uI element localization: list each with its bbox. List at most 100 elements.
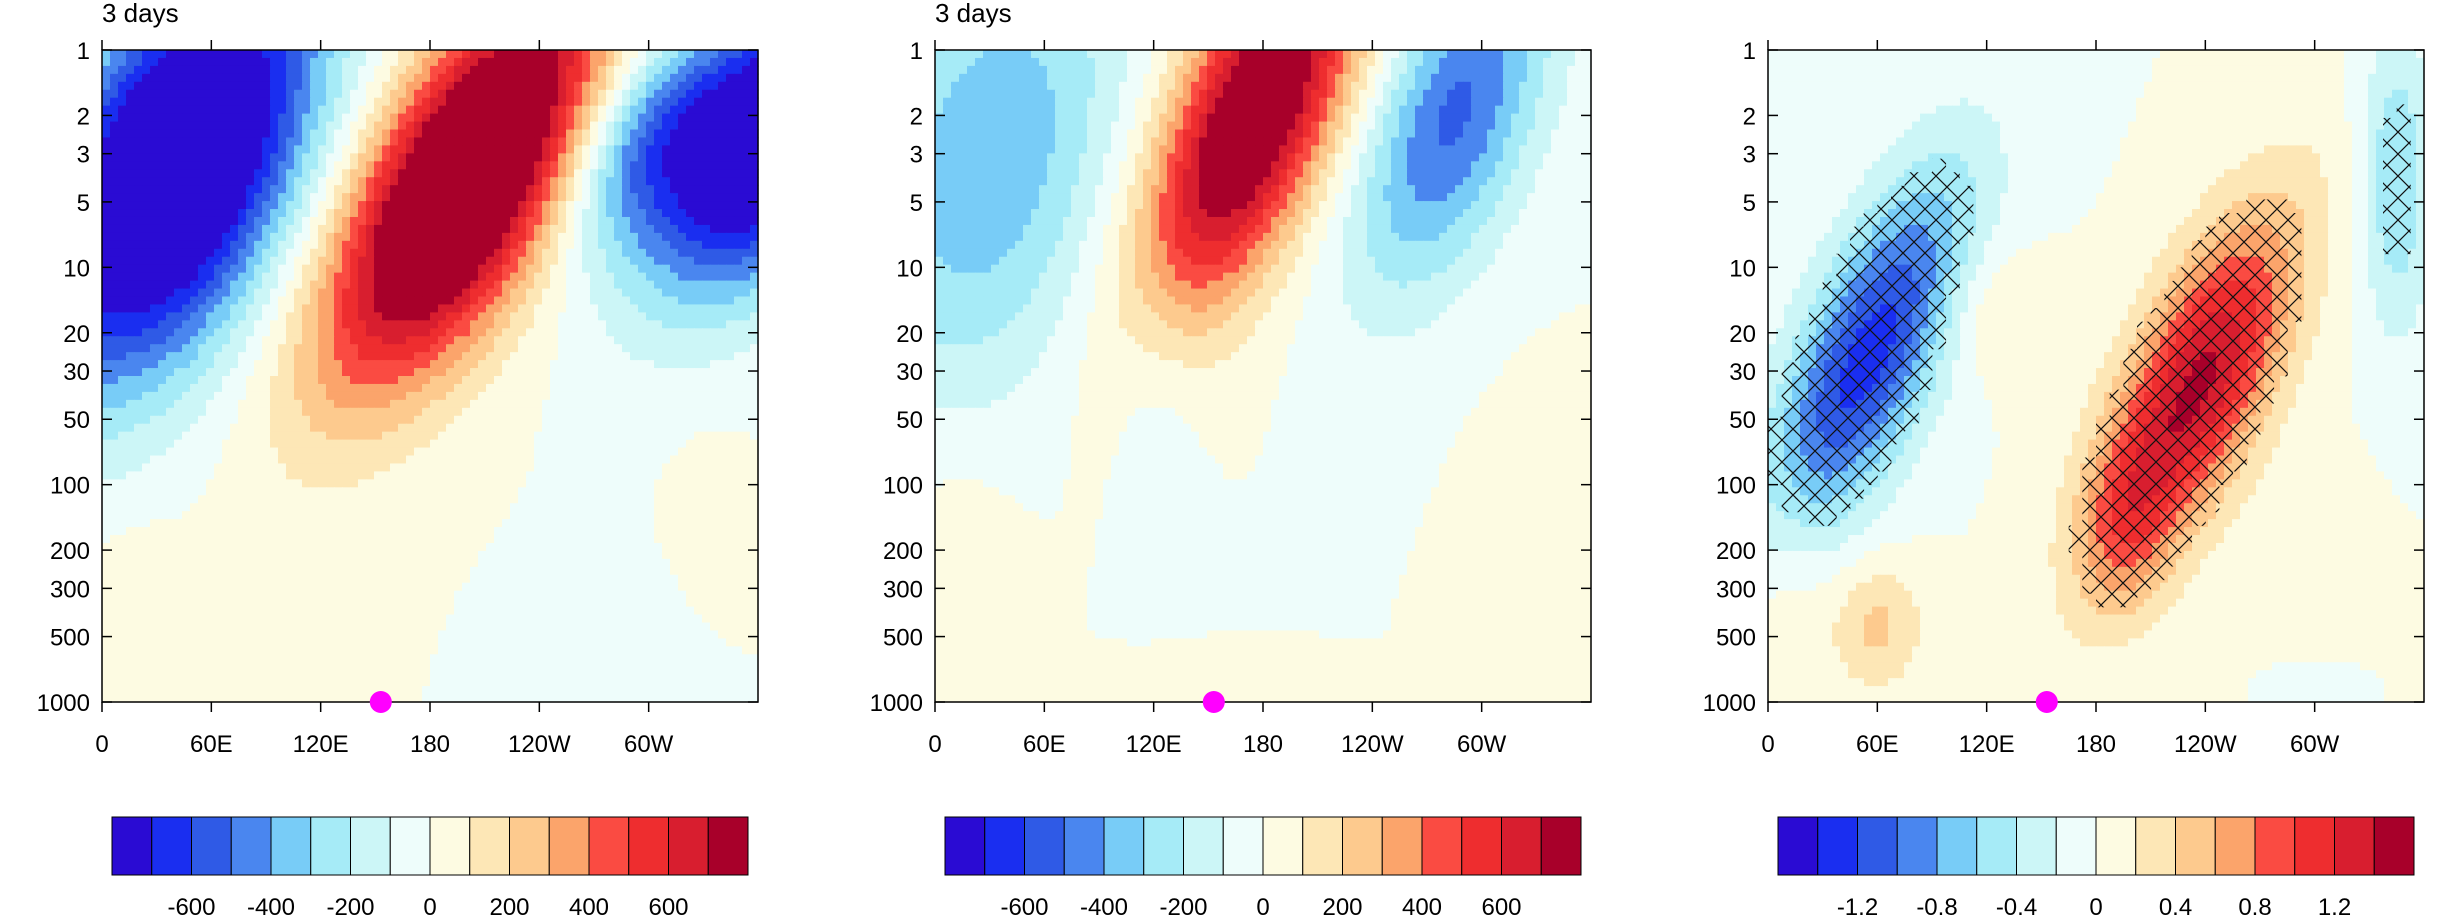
x-tick-label: 120W	[1341, 731, 1404, 758]
colorbar: -1.2 -0.8 -0.4 0 0.4 0.8 1.2	[1778, 817, 2414, 917]
x-tick-label: 120E	[1959, 731, 2015, 758]
colorbar-swatch	[549, 817, 589, 875]
colorbar-swatch	[1343, 817, 1383, 875]
location-marker	[1203, 691, 1225, 713]
y-tick-label: 500	[883, 625, 923, 652]
x-tick-label: 60E	[1856, 731, 1899, 758]
colorbar-label: 0	[1256, 894, 1269, 917]
colorbar-swatch	[2056, 817, 2096, 875]
colorbar-swatch	[1422, 817, 1462, 875]
x-tick-label: 60E	[190, 731, 233, 758]
colorbar: -600 -400 -200 0 200 400 600	[945, 817, 1581, 917]
colorbar-label: -600	[1000, 894, 1048, 917]
colorbar-swatch	[1025, 817, 1065, 875]
colorbar-swatch	[2176, 817, 2216, 875]
colorbar-label: -200	[1159, 894, 1207, 917]
colorbar-label: 400	[1402, 894, 1442, 917]
colorbar-swatch	[1462, 817, 1502, 875]
colorbar-swatch	[2295, 817, 2335, 875]
x-tick-label: 0	[1761, 731, 1774, 758]
colorbar-swatch	[112, 817, 152, 875]
colorbar-swatch	[1223, 817, 1263, 875]
colorbar-label: 200	[489, 894, 529, 917]
colorbar-swatch	[152, 817, 192, 875]
colorbar-swatch	[629, 817, 669, 875]
colorbar-swatch	[1937, 817, 1977, 875]
y-tick-label: 10	[63, 255, 90, 282]
y-tick-label: 50	[896, 407, 923, 434]
y-tick-label: 1	[910, 38, 923, 65]
colorbar-swatch	[1184, 817, 1224, 875]
colorbar-swatch	[589, 817, 629, 875]
colorbar-swatch	[311, 817, 351, 875]
y-tick-label: 50	[1729, 407, 1756, 434]
colorbar-label: 400	[569, 894, 609, 917]
y-tick-label: 300	[883, 576, 923, 603]
x-tick-label: 120W	[508, 731, 571, 758]
colorbar-swatch	[351, 817, 391, 875]
x-tick-label: 180	[410, 731, 450, 758]
y-tick-label: 1	[1743, 38, 1756, 65]
y-tick-label: 200	[883, 538, 923, 565]
y-tick-label: 3	[910, 142, 923, 169]
y-tick-label: 20	[1729, 321, 1756, 348]
colorbar: -600 -400 -200 0 200 400 600	[112, 817, 748, 917]
y-tick-label: 10	[896, 255, 923, 282]
colorbar-label: 1.2	[2318, 894, 2351, 917]
colorbar-swatch	[2017, 817, 2057, 875]
y-tick-label: 5	[1743, 190, 1756, 217]
colorbar-label: 0	[2089, 894, 2102, 917]
colorbar-swatch	[1977, 817, 2017, 875]
colorbar-label: -400	[247, 894, 295, 917]
y-tick-label: 500	[1716, 625, 1756, 652]
y-tick-label: 100	[1716, 473, 1756, 500]
y-tick-label: 1000	[870, 690, 923, 717]
y-tick-label: 200	[1716, 538, 1756, 565]
colorbar-swatch	[1104, 817, 1144, 875]
x-tick-label: 180	[2076, 731, 2116, 758]
y-tick-label: 30	[896, 359, 923, 386]
colorbar-swatch	[430, 817, 470, 875]
field-cells	[102, 50, 759, 703]
colorbar-swatch	[271, 817, 311, 875]
colorbar-swatch	[985, 817, 1025, 875]
colorbar-label: 600	[648, 894, 688, 917]
y-tick-label: 1000	[37, 690, 90, 717]
colorbar-label: 0.4	[2159, 894, 2192, 917]
colorbar-swatch	[2374, 817, 2414, 875]
colorbar-swatch	[390, 817, 430, 875]
x-tick-label: 120E	[1126, 731, 1182, 758]
colorbar-swatch	[945, 817, 985, 875]
location-marker	[2036, 691, 2058, 713]
colorbar-swatch	[669, 817, 709, 875]
x-tick-label: 60W	[1457, 731, 1507, 758]
y-tick-label: 30	[63, 359, 90, 386]
y-tick-label: 100	[883, 473, 923, 500]
colorbar-swatch	[1818, 817, 1858, 875]
y-tick-label: 5	[910, 190, 923, 217]
colorbar-swatch	[1897, 817, 1937, 875]
x-tick-label: 60W	[2290, 731, 2340, 758]
colorbar-swatch	[231, 817, 271, 875]
colorbar-swatch	[1502, 817, 1542, 875]
colorbar-label: 600	[1481, 894, 1521, 917]
y-tick-label: 200	[50, 538, 90, 565]
x-tick-label: 0	[95, 731, 108, 758]
y-tick-label: 3	[77, 142, 90, 169]
colorbar-label: -200	[326, 894, 374, 917]
colorbar-label: -600	[167, 894, 215, 917]
colorbar-swatch	[192, 817, 232, 875]
colorbar-swatch	[1263, 817, 1303, 875]
y-tick-label: 20	[63, 321, 90, 348]
colorbar-swatch	[510, 817, 550, 875]
y-tick-label: 1	[77, 38, 90, 65]
y-tick-label: 2	[910, 103, 923, 130]
colorbar-label: -400	[1080, 894, 1128, 917]
y-tick-label: 5	[77, 190, 90, 217]
colorbar-label: 0.8	[2238, 894, 2271, 917]
colorbar-swatch	[1303, 817, 1343, 875]
x-tick-label: 0	[928, 731, 941, 758]
colorbar-label: -0.4	[1996, 894, 2037, 917]
